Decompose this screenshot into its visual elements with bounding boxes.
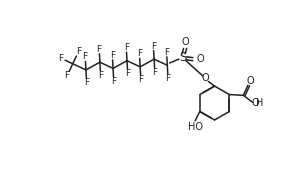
Text: O: O (246, 77, 254, 87)
Text: O: O (196, 54, 204, 64)
Text: F: F (137, 49, 142, 58)
Text: HO: HO (188, 122, 203, 132)
Text: S: S (179, 51, 186, 64)
Text: F: F (84, 78, 89, 88)
Text: F: F (83, 52, 88, 61)
Text: F: F (152, 68, 158, 77)
Text: F: F (111, 77, 116, 86)
Text: F: F (125, 69, 130, 78)
Text: F: F (164, 48, 169, 57)
Text: F: F (110, 51, 115, 60)
Text: F: F (58, 54, 63, 63)
Text: F: F (151, 42, 156, 51)
Text: H: H (256, 98, 263, 108)
Text: F: F (65, 71, 70, 80)
Text: O: O (181, 37, 189, 47)
Text: F: F (98, 71, 103, 80)
Text: F: F (124, 43, 129, 52)
Text: F: F (138, 75, 144, 84)
Text: F: F (76, 47, 81, 56)
Text: F: F (97, 45, 102, 54)
Text: O: O (201, 73, 209, 83)
Text: O: O (251, 98, 259, 108)
Text: F: F (165, 74, 171, 83)
